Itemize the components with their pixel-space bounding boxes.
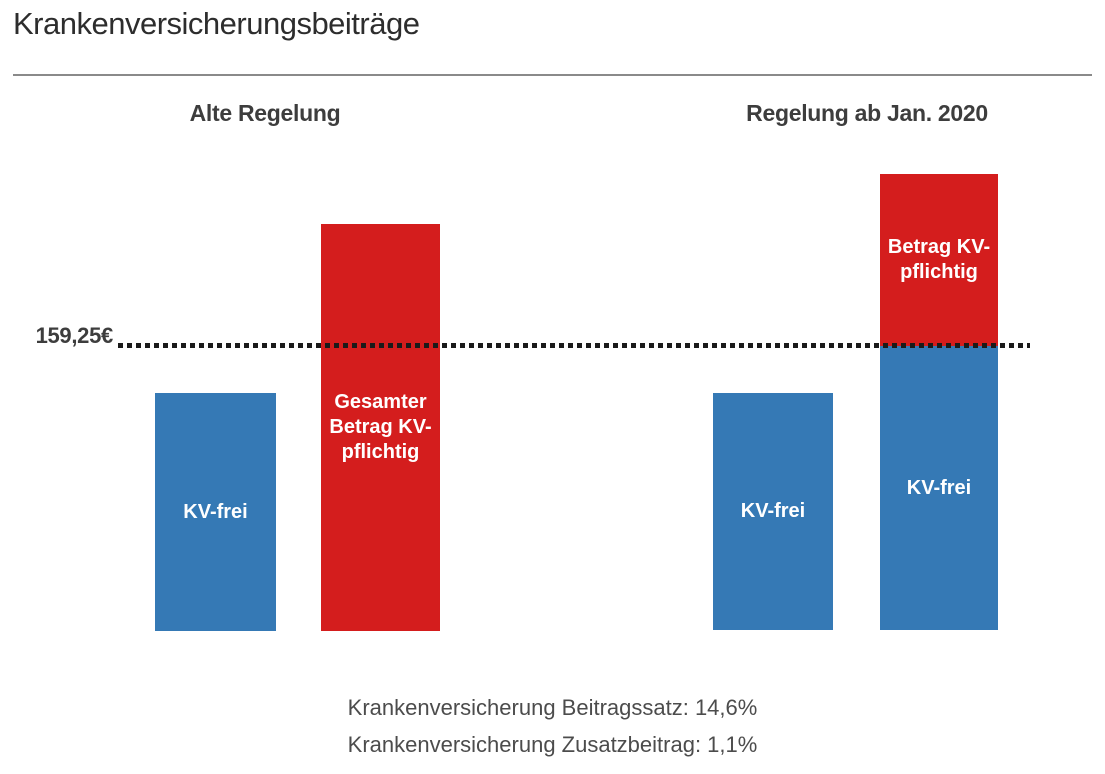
bar-old-gesamter-betrag-kv-pflichtig: Gesamter Betrag KV-pflichtig — [321, 224, 440, 631]
group-header-new-regulation: Regelung ab Jan. 2020 — [746, 100, 988, 126]
bar-new-kv-frei: KV-frei — [713, 393, 833, 630]
page-title: Krankenversicherungsbeiträge — [13, 6, 420, 41]
footnotes: Krankenversicherung Beitragssatz: 14,6% … — [0, 689, 1105, 763]
bar-new-stacked-kv-frei: KV-frei — [880, 346, 998, 630]
footnote-contribution-rate: Krankenversicherung Beitragssatz: 14,6% — [347, 695, 758, 720]
bar-label-new-kv-frei: KV-frei — [740, 500, 806, 522]
bar-old-kv-frei: KV-frei — [155, 393, 276, 631]
reference-line-label: 159,25€ — [35, 323, 114, 348]
bar-new-stacked-betrag-kv-pflichtig: Betrag KV-pflichtig — [880, 174, 998, 346]
reference-dotted-line — [118, 343, 1030, 348]
bar-label-old-kv-frei: KV-frei — [183, 500, 248, 523]
footnote-additional-contribution: Krankenversicherung Zusatzbeitrag: 1,1% — [347, 732, 758, 757]
group-header-old-regulation: Alte Regelung — [189, 100, 341, 126]
bar-label-old-gesamter-betrag-kv-pflichtig: Gesamter Betrag KV-pflichtig — [329, 391, 432, 463]
bar-label-new-stacked-kv-frei: KV-frei — [906, 476, 972, 499]
title-divider — [13, 74, 1092, 76]
bar-label-new-betrag-kv-pflichtig: Betrag KV-pflichtig — [887, 236, 991, 283]
